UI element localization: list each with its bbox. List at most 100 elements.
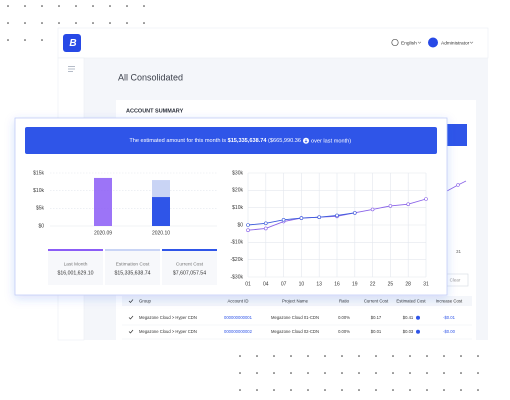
x-tick-label: 28 — [405, 281, 411, 287]
line-point — [299, 216, 304, 220]
y-tick-label: $0 — [38, 223, 44, 229]
dot — [290, 355, 292, 357]
line-point — [317, 215, 322, 219]
dot — [443, 389, 445, 391]
dot — [24, 22, 26, 24]
dot — [24, 5, 26, 7]
column-header: Project Name — [282, 299, 309, 304]
x-tick-label: 22 — [370, 281, 376, 287]
dot — [409, 389, 411, 391]
language[interactable]: English — [401, 40, 417, 46]
dot — [392, 389, 394, 391]
y-tick-label: $10k — [33, 188, 44, 194]
y-tick-label: $20k — [232, 188, 243, 194]
menu-icon-line — [68, 71, 73, 72]
line-point — [263, 221, 268, 226]
dot — [307, 389, 309, 391]
card-label: Current Cost — [176, 261, 204, 267]
dot — [7, 39, 9, 41]
table-cell: $0.01 — [371, 329, 382, 334]
line-point — [424, 197, 428, 201]
dot — [239, 389, 241, 391]
bar — [152, 197, 170, 226]
info-icon — [416, 315, 420, 320]
banner — [25, 127, 437, 154]
dot — [324, 355, 326, 357]
column-header: Current Cost — [364, 299, 389, 304]
line-point — [263, 226, 268, 231]
app-header — [57, 27, 489, 59]
dot — [341, 372, 343, 374]
dot — [375, 372, 377, 374]
back-line-point — [456, 183, 460, 187]
table-cell: 0.00% — [338, 329, 350, 334]
dot — [143, 22, 145, 24]
user-name[interactable]: Administrator — [441, 40, 470, 46]
table-cell: 0.00% — [338, 315, 350, 320]
logo[interactable] — [63, 34, 81, 52]
column-header: Estimated Cost — [396, 299, 426, 304]
dot — [392, 372, 394, 374]
checkbox[interactable] — [128, 329, 134, 334]
y-tick-label: $15k — [33, 170, 44, 176]
x-tick-label: 16 — [334, 281, 340, 287]
line-point — [281, 218, 286, 222]
line-point — [388, 204, 393, 208]
menu-icon[interactable] — [68, 66, 75, 72]
line-point — [335, 213, 339, 218]
table-cell: $0.17 — [371, 315, 382, 320]
x-tick-label: 25 — [388, 281, 394, 287]
dot — [409, 355, 411, 357]
y-tick-label: $10k — [232, 205, 243, 211]
summary-title: ACCOUNT SUMMARY — [126, 108, 184, 114]
dot — [58, 22, 60, 24]
dot — [75, 5, 77, 7]
avatar[interactable] — [428, 37, 438, 48]
y-tick-label: -$10k — [230, 240, 243, 246]
column-header: Increase Cost — [436, 299, 463, 304]
table-cell: Megazone Cloud 01-CDN — [271, 315, 319, 320]
table-cell[interactable]: 000000000002 — [224, 329, 253, 334]
dot — [324, 372, 326, 374]
x-tick-label: 04 — [263, 281, 269, 287]
dot — [358, 389, 360, 391]
dot — [41, 5, 43, 7]
card-value: $16,001,629.10 — [57, 270, 93, 276]
checkbox[interactable] — [128, 299, 134, 304]
dot — [126, 22, 128, 24]
globe-icon[interactable] — [391, 38, 399, 47]
dot — [341, 355, 343, 357]
page-title: All Consolidated — [118, 72, 183, 82]
dot — [426, 372, 428, 374]
table-cell: Megazone Cloud > Hyper CDN — [139, 315, 197, 320]
dot — [307, 372, 309, 374]
card-accent — [48, 249, 103, 251]
dot — [460, 389, 462, 391]
dot — [358, 372, 360, 374]
x-tick-label: 07 — [281, 281, 287, 287]
table-cell: Megazone Cloud 02-CDN — [271, 329, 319, 334]
dot — [460, 355, 462, 357]
dot — [7, 5, 9, 7]
card-label: Estimation Cost — [116, 261, 150, 267]
table-cell: Megazone Cloud > Hyper CDN — [139, 329, 197, 334]
x-tick-label: 13 — [316, 281, 322, 287]
y-tick-label: -$20k — [230, 257, 243, 263]
table-cell: -$0.00 — [443, 329, 456, 334]
dot — [477, 372, 479, 374]
table-cell[interactable]: 000000000001 — [224, 315, 253, 320]
dot — [7, 22, 9, 24]
dot — [273, 372, 275, 374]
card — [162, 249, 217, 285]
dot — [426, 389, 428, 391]
dot — [358, 355, 360, 357]
y-tick-label: $30k — [232, 170, 243, 176]
bar — [152, 180, 170, 198]
column-header: Account ID — [227, 299, 248, 304]
y-tick-label: $5k — [36, 206, 45, 212]
menu-icon-line — [68, 68, 75, 70]
dropdown-caret — [417, 41, 422, 44]
checkbox[interactable] — [128, 315, 134, 320]
dot — [41, 39, 43, 41]
